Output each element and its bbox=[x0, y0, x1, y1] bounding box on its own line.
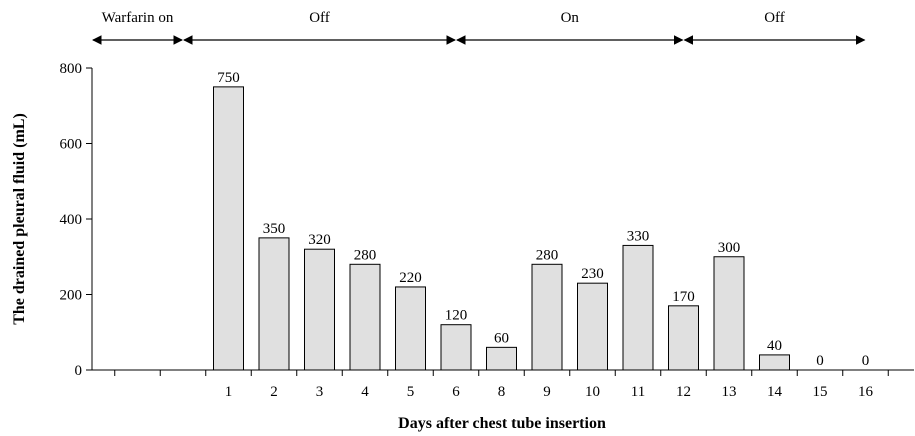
x-tick-label: 3 bbox=[316, 384, 324, 400]
data-label-day-11: 330 bbox=[627, 228, 650, 244]
x-ticks: 1 2 3 4 5 6 8 9 10 11 12 13 14 15 16 bbox=[114, 370, 889, 400]
x-tick-label: 14 bbox=[767, 384, 783, 400]
y-tick-label: 400 bbox=[60, 212, 83, 228]
x-tick-label: 11 bbox=[631, 384, 645, 400]
x-axis-title: Days after chest tube insertion bbox=[398, 415, 606, 432]
bar-day-6 bbox=[440, 324, 472, 371]
data-label-day-12: 170 bbox=[672, 289, 695, 305]
phase-label-3: Off bbox=[764, 10, 785, 26]
phase-label-1: Off bbox=[309, 10, 330, 26]
x-tick-label: 8 bbox=[498, 384, 506, 400]
x-tick-label: 6 bbox=[452, 384, 460, 400]
data-label-day-3: 320 bbox=[308, 232, 331, 248]
bar-day-4 bbox=[349, 263, 381, 371]
bar-day-14 bbox=[759, 354, 790, 371]
bar-day-9 bbox=[531, 263, 563, 371]
x-tick-label: 10 bbox=[585, 384, 600, 400]
data-label-day-4: 280 bbox=[354, 247, 377, 263]
phase-label-0: Warfarin on bbox=[102, 10, 174, 26]
value-labels: 750 350 320 280 220 120 60 280 230 330 170 300 40 0 0 bbox=[217, 70, 869, 369]
data-label-day-14: 40 bbox=[767, 338, 782, 354]
y-tick-label: 600 bbox=[60, 137, 83, 153]
data-label-day-16: 0 bbox=[862, 353, 870, 369]
bar-day-12 bbox=[668, 305, 699, 371]
bar-day-2 bbox=[258, 237, 290, 371]
x-tick-label: 2 bbox=[270, 384, 278, 400]
data-label-day-1: 750 bbox=[217, 70, 240, 86]
x-tick-label: 4 bbox=[361, 384, 369, 400]
x-tick-label: 15 bbox=[813, 384, 828, 400]
bar-day-13 bbox=[713, 256, 745, 371]
bar-day-5 bbox=[395, 286, 426, 371]
bar-day-11 bbox=[622, 244, 654, 371]
x-tick-label: 12 bbox=[676, 384, 691, 400]
bar-day-1 bbox=[213, 86, 244, 371]
data-label-day-9: 280 bbox=[536, 247, 559, 263]
y-tick-label: 200 bbox=[60, 288, 83, 304]
data-label-day-13: 300 bbox=[718, 240, 741, 256]
data-label-day-15: 0 bbox=[816, 353, 824, 369]
x-tick-label: 16 bbox=[858, 384, 874, 400]
y-tick-label: 800 bbox=[60, 61, 83, 77]
phase-annotations: Warfarin on Off On Off bbox=[92, 10, 866, 45]
data-label-day-6: 120 bbox=[445, 308, 468, 324]
x-tick-label: 1 bbox=[225, 384, 233, 400]
data-label-day-8: 60 bbox=[494, 330, 509, 346]
bars bbox=[213, 86, 790, 371]
bar-day-8 bbox=[486, 346, 517, 371]
bar-day-3 bbox=[304, 248, 335, 371]
data-label-day-2: 350 bbox=[263, 221, 286, 237]
x-tick-label: 5 bbox=[407, 384, 415, 400]
x-tick-label: 13 bbox=[722, 384, 737, 400]
y-axis-title: The drained pleural fluid (mL) bbox=[11, 113, 28, 325]
x-tick-label: 9 bbox=[543, 384, 551, 400]
bar-day-10 bbox=[577, 282, 608, 371]
y-ticks: 0 200 400 600 800 bbox=[60, 61, 92, 379]
data-label-day-10: 230 bbox=[581, 266, 604, 282]
data-label-day-5: 220 bbox=[399, 270, 422, 286]
phase-label-2: On bbox=[561, 10, 580, 26]
y-tick-label: 0 bbox=[75, 363, 83, 379]
